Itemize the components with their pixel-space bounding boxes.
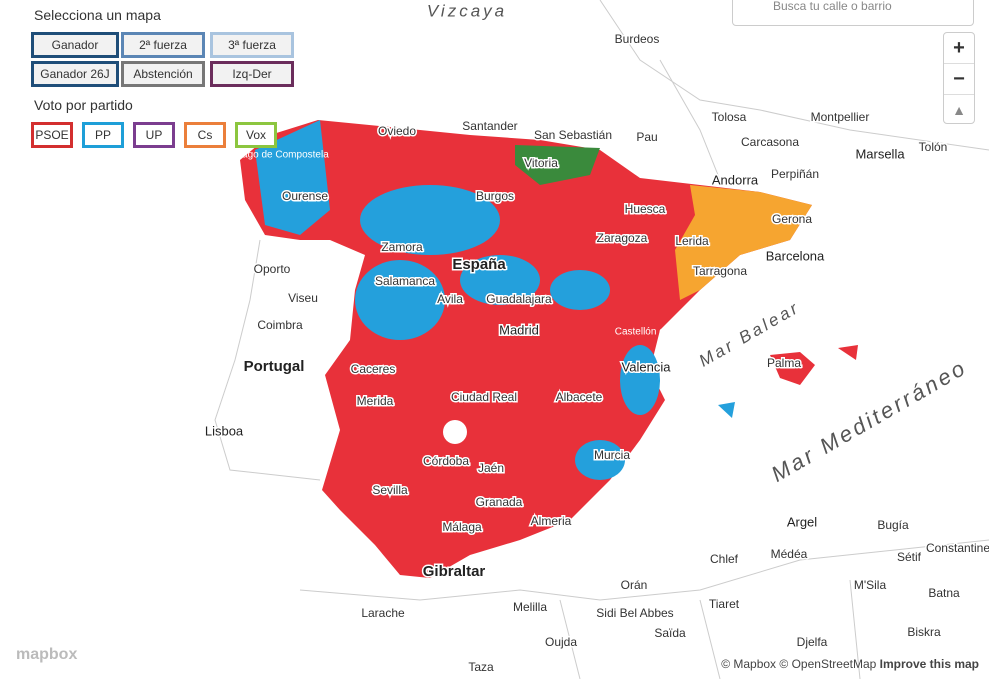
search-placeholder: Busca tu calle o barrio xyxy=(773,0,892,13)
place-label: Constantine xyxy=(926,541,989,555)
place-label: Granada xyxy=(476,495,523,509)
place-label: Zamora xyxy=(381,240,423,254)
party-button[interactable]: PP xyxy=(82,122,124,148)
map-button[interactable]: Abstención xyxy=(121,61,205,87)
place-label: Zaragoza xyxy=(597,231,648,245)
place-label: Burgos xyxy=(476,189,514,203)
map-button[interactable]: 2ª fuerza xyxy=(121,32,205,58)
place-label: Oviedo xyxy=(378,124,416,138)
place-label: Larache xyxy=(361,606,405,620)
compass[interactable]: ▲ xyxy=(952,102,966,118)
place-label: Chlef xyxy=(710,552,739,566)
place-label: Salamanca xyxy=(375,274,435,288)
place-label: Santander xyxy=(462,119,517,133)
place-label: Caceres xyxy=(351,362,396,376)
place-label: Médéa xyxy=(771,547,808,561)
place-label: Ourense xyxy=(282,189,328,203)
place-label: Djelfa xyxy=(797,635,828,649)
place-label: Murcia xyxy=(594,448,630,462)
place-label: Madrid xyxy=(499,322,539,337)
place-label: Perpiñán xyxy=(771,167,819,181)
mapbox-credit[interactable]: © Mapbox xyxy=(721,657,777,671)
place-label: Coimbra xyxy=(257,318,303,332)
party-button[interactable]: PSOE xyxy=(31,122,73,148)
place-label: M'Sila xyxy=(854,578,887,592)
place-label: Tiaret xyxy=(709,597,740,611)
place-label: Santiago de Compostela xyxy=(219,150,329,161)
place-label: Vitoria xyxy=(524,156,558,170)
place-label: Tolosa xyxy=(712,110,747,124)
place-label: Bugía xyxy=(877,518,909,532)
place-label: Málaga xyxy=(442,520,482,534)
place-label: Lisboa xyxy=(205,423,244,438)
party-button[interactable]: Cs xyxy=(184,122,226,148)
place-label: Taza xyxy=(468,660,494,674)
search-box[interactable]: Busca tu calle o barrio xyxy=(732,0,974,26)
place-label: Pau xyxy=(636,130,657,144)
place-label: Biskra xyxy=(907,625,941,639)
place-label: Sevilla xyxy=(372,483,408,497)
place-label: Jaén xyxy=(478,461,504,475)
map-button[interactable]: Ganador 26J xyxy=(31,61,119,87)
place-label: Almeria xyxy=(531,514,572,528)
zoom-out[interactable]: − xyxy=(944,64,974,95)
party-button[interactable]: Vox xyxy=(235,122,277,148)
place-label: España xyxy=(452,256,506,273)
place-label: Gibraltar xyxy=(423,563,486,580)
place-label: Castellón de la Plana xyxy=(615,327,710,338)
place-label: Lerida xyxy=(675,234,709,248)
place-label: Oporto xyxy=(254,262,291,276)
place-label: Portugal xyxy=(244,358,305,375)
place-label: Ciudad Real xyxy=(451,390,517,404)
map-button[interactable]: 3ª fuerza xyxy=(210,32,294,58)
place-label: Gerona xyxy=(772,212,812,226)
party-button[interactable]: UP xyxy=(133,122,175,148)
place-label: Burdeos xyxy=(615,32,660,46)
place-label: Merida xyxy=(357,394,394,408)
improve-link[interactable]: Improve this map xyxy=(879,657,979,671)
place-label: Saïda xyxy=(654,626,686,640)
place-label: Barcelona xyxy=(766,248,825,263)
place-label: Marsella xyxy=(855,146,905,161)
place-label: Córdoba xyxy=(423,454,469,468)
place-label: Tolón xyxy=(919,140,948,154)
mapbox-logo: mapbox xyxy=(16,646,78,663)
place-label: Argel xyxy=(787,514,817,529)
place-label: Tarragona xyxy=(693,264,747,278)
place-label: Huesca xyxy=(625,202,666,216)
borders xyxy=(214,0,989,679)
place-label: Andorra xyxy=(712,172,759,187)
place-label: Sidi Bel Abbes xyxy=(596,606,673,620)
place-label: Viseu xyxy=(288,291,318,305)
place-label: Carcasona xyxy=(741,135,799,149)
place-label: Albacete xyxy=(556,390,603,404)
place-label: Batna xyxy=(928,586,960,600)
place-label: Guadalajara xyxy=(486,292,552,306)
attribution: © Mapbox © OpenStreetMap Improve this ma… xyxy=(721,657,979,671)
place-label: Palma xyxy=(767,356,801,370)
place-label: Melilla xyxy=(513,600,547,614)
osm-credit[interactable]: © OpenStreetMap xyxy=(779,657,877,671)
map-selector-title: Selecciona un mapa xyxy=(34,7,161,23)
place-label: Sétif xyxy=(897,550,922,564)
place-label: Oujda xyxy=(545,635,577,649)
zoom-in[interactable]: + xyxy=(944,33,974,64)
party-selector-title: Voto por partido xyxy=(34,97,133,113)
place-label: Valencia xyxy=(622,359,672,374)
map-button[interactable]: Izq-Der xyxy=(210,61,294,87)
place-label: Orán xyxy=(621,578,648,592)
place-label: Avila xyxy=(437,292,463,306)
map-button[interactable]: Ganador xyxy=(31,32,119,58)
spain-results xyxy=(240,120,858,578)
place-label: Montpellier xyxy=(811,110,870,124)
place-label: Vizcaya xyxy=(427,1,507,20)
zoom-control: + − ▲ xyxy=(943,32,975,124)
place-label: San Sebastián xyxy=(534,128,612,142)
map-labels: Vizcaya Burdeos Oviedo Santander San Sebasti… xyxy=(203,1,989,675)
